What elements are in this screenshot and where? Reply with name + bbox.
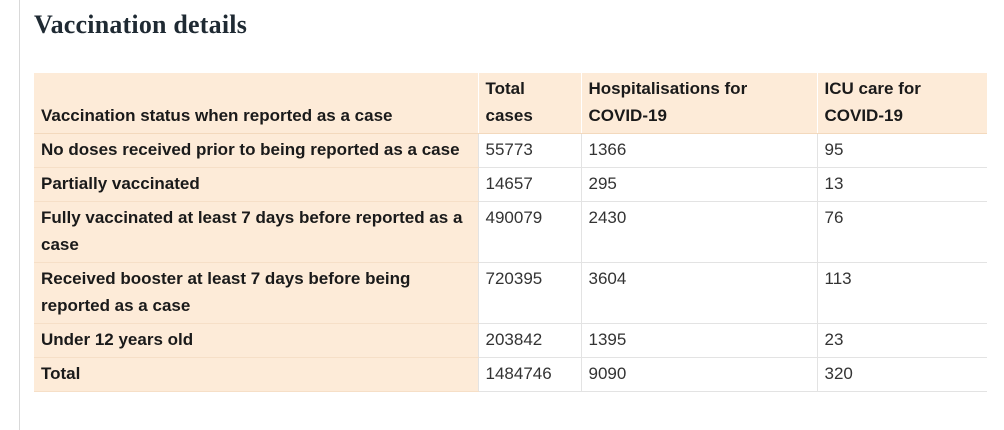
table-header-row: Vaccination status when reported as a ca…: [34, 73, 987, 134]
cell-hospitalisations: 9090: [580, 357, 817, 392]
cell-icu-care: 23: [816, 323, 987, 358]
cell-total-cases: 720395: [477, 262, 581, 324]
cell-icu-care: 95: [816, 133, 987, 168]
content-left-border: [19, 0, 20, 430]
row-status: Fully vaccinated at least 7 days before …: [34, 201, 478, 263]
section-heading: Vaccination details: [34, 10, 248, 39]
cell-hospitalisations: 2430: [580, 201, 817, 263]
cell-icu-care: 320: [816, 357, 987, 392]
cell-total-cases: 14657: [477, 167, 581, 202]
row-status: Partially vaccinated: [34, 167, 478, 202]
cell-icu-care: 113: [816, 262, 987, 324]
table-row: Received booster at least 7 days before …: [34, 262, 987, 324]
table-row-total: Total 1484746 9090 320: [34, 357, 987, 392]
cell-hospitalisations: 1366: [580, 133, 817, 168]
cell-total-cases: 490079: [477, 201, 581, 263]
table-row: Fully vaccinated at least 7 days before …: [34, 201, 987, 263]
row-status: No doses received prior to being reporte…: [34, 133, 478, 168]
header-total-cases: Total cases: [477, 73, 581, 134]
cell-hospitalisations: 1395: [580, 323, 817, 358]
cell-total-cases: 55773: [477, 133, 581, 168]
row-status: Received booster at least 7 days before …: [34, 262, 478, 324]
table-row: No doses received prior to being reporte…: [34, 133, 987, 168]
row-status: Under 12 years old: [34, 323, 478, 358]
cell-hospitalisations: 295: [580, 167, 817, 202]
cell-total-cases: 1484746: [477, 357, 581, 392]
header-hospitalisations: Hospitalisations for COVID-19: [580, 73, 817, 134]
cell-icu-care: 13: [816, 167, 987, 202]
header-vaccination-status: Vaccination status when reported as a ca…: [34, 73, 478, 134]
vaccination-table: Vaccination status when reported as a ca…: [34, 73, 987, 392]
header-icu-care: ICU care for COVID-19: [816, 73, 987, 134]
cell-total-cases: 203842: [477, 323, 581, 358]
cell-hospitalisations: 3604: [580, 262, 817, 324]
table-row: Under 12 years old 203842 1395 23: [34, 323, 987, 358]
cell-icu-care: 76: [816, 201, 987, 263]
row-status: Total: [34, 357, 478, 392]
table-row: Partially vaccinated 14657 295 13: [34, 167, 987, 202]
